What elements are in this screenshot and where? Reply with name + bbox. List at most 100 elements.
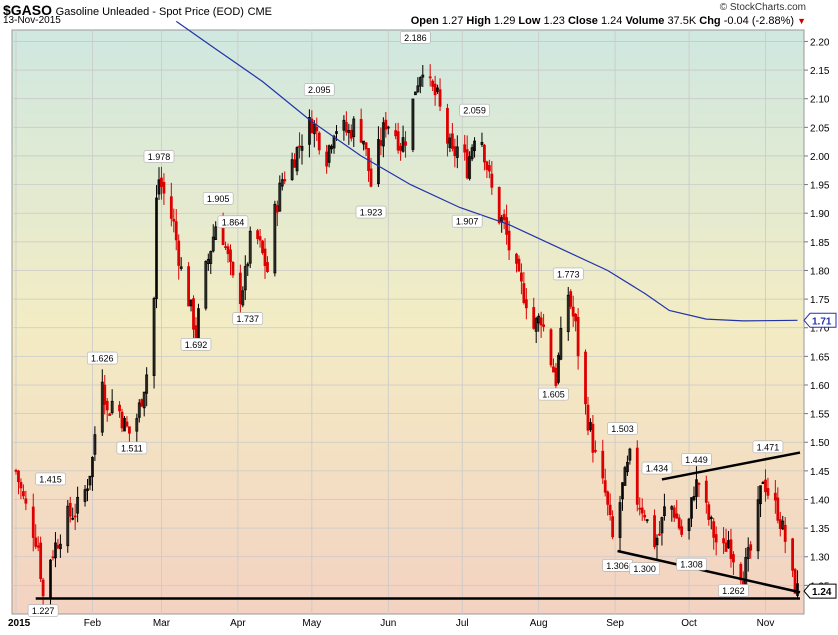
candle-body (401, 137, 405, 152)
candle-body (490, 173, 494, 188)
candle-body (312, 123, 316, 135)
price-annotation-box (718, 584, 749, 597)
candle-body (608, 504, 612, 515)
y-tick-label: 1.45 (810, 467, 830, 478)
y-tick-label: 1.65 (810, 352, 830, 363)
price-annotation-box (752, 440, 784, 454)
candle-body (307, 117, 311, 145)
candle-body (108, 413, 112, 416)
candle-body (537, 315, 541, 324)
candle-body (660, 517, 664, 534)
close-label: Close (567, 15, 598, 27)
candle-body (413, 91, 417, 96)
candle-body (224, 246, 227, 248)
candle-body (352, 118, 356, 137)
candle-body (283, 179, 287, 182)
volume-label: Volume (625, 15, 665, 27)
price-annotation-box (27, 604, 59, 617)
y-tick-label: 1.85 (810, 238, 830, 249)
candle-body (125, 421, 129, 427)
price-annotation-box (681, 453, 712, 466)
candle-body (145, 374, 149, 394)
candle-body (266, 262, 269, 273)
price-annotation-box (86, 351, 118, 365)
candle-body (571, 306, 575, 317)
price-annotation: 1.415 (39, 474, 62, 484)
candle-body (54, 542, 57, 559)
candle-body (727, 540, 730, 549)
price-annotation: 1.262 (722, 586, 745, 596)
candle-body (93, 434, 97, 455)
candle-body (756, 499, 760, 552)
candle-body (51, 556, 55, 559)
candle-body (128, 426, 131, 434)
price-annotation: 1.308 (680, 560, 703, 570)
candle-body (17, 470, 20, 483)
candle-body (552, 366, 555, 373)
price-annotation-box (552, 267, 584, 281)
candle-body (643, 514, 647, 518)
price-annotation: 1.692 (185, 340, 208, 350)
plot-background (11, 29, 805, 615)
candle-body (524, 299, 528, 309)
candle-body (248, 230, 252, 264)
price-annotation-box (459, 103, 490, 117)
candle-body (399, 145, 403, 151)
price-annotation: 1.503 (611, 424, 634, 434)
candle-body (411, 98, 415, 150)
candle-body (280, 179, 284, 187)
candle-body (418, 77, 422, 87)
down-arrow-icon: ▼ (797, 16, 806, 26)
candle-body (532, 307, 536, 329)
candle-body (261, 240, 264, 254)
candle-body (179, 266, 183, 269)
brand-logo: © StockCharts.com (719, 2, 806, 13)
y-tick-label: 1.30 (810, 553, 830, 564)
candle-body (209, 251, 213, 264)
candle-body (465, 149, 469, 179)
candle-body (332, 135, 336, 149)
candle-body (505, 217, 509, 235)
x-tick-label: May (302, 618, 321, 629)
open-label: Open (410, 15, 439, 27)
candle-body (791, 538, 795, 571)
candle-body (732, 554, 735, 563)
candle-body (433, 83, 437, 96)
high-value: 1.29 (493, 15, 516, 27)
x-tick-label: Nov (757, 618, 775, 629)
candle-body (34, 537, 38, 547)
x-tick-label: Jun (380, 618, 396, 629)
candle-body (515, 253, 518, 264)
last-price-box (803, 583, 837, 599)
candle-body (293, 159, 296, 168)
exchange: CME (247, 6, 273, 18)
candle-body (663, 506, 666, 517)
candle-body (431, 80, 435, 87)
price-annotation: 1.605 (542, 390, 565, 400)
candle-body (566, 294, 570, 333)
price-annotation-box (180, 338, 212, 351)
symbol-line: $GASO Gasoline Unleaded - Spot Price (EO… (3, 2, 272, 18)
price-annotation: 1.434 (646, 464, 669, 474)
candle-body (56, 544, 60, 549)
candle-body (778, 519, 782, 529)
candle-body (450, 133, 454, 149)
candle-body (103, 384, 107, 405)
candle-body (381, 122, 385, 147)
trendline (617, 549, 801, 594)
ma-last-value: 1.71 (812, 316, 832, 327)
x-tick-label: Apr (230, 618, 246, 629)
candle-body (162, 181, 166, 194)
candle-body (256, 230, 260, 240)
candle-body (369, 168, 373, 187)
candle-body (621, 482, 624, 500)
candle-body (704, 480, 708, 503)
candle-body (712, 521, 716, 538)
candle-body (670, 506, 674, 510)
candle-body (626, 461, 629, 473)
candle-body (653, 515, 656, 548)
candle-body (211, 236, 215, 252)
candle-body (330, 146, 333, 150)
y-tick-label: 1.35 (810, 524, 830, 535)
candle-body (295, 147, 299, 172)
